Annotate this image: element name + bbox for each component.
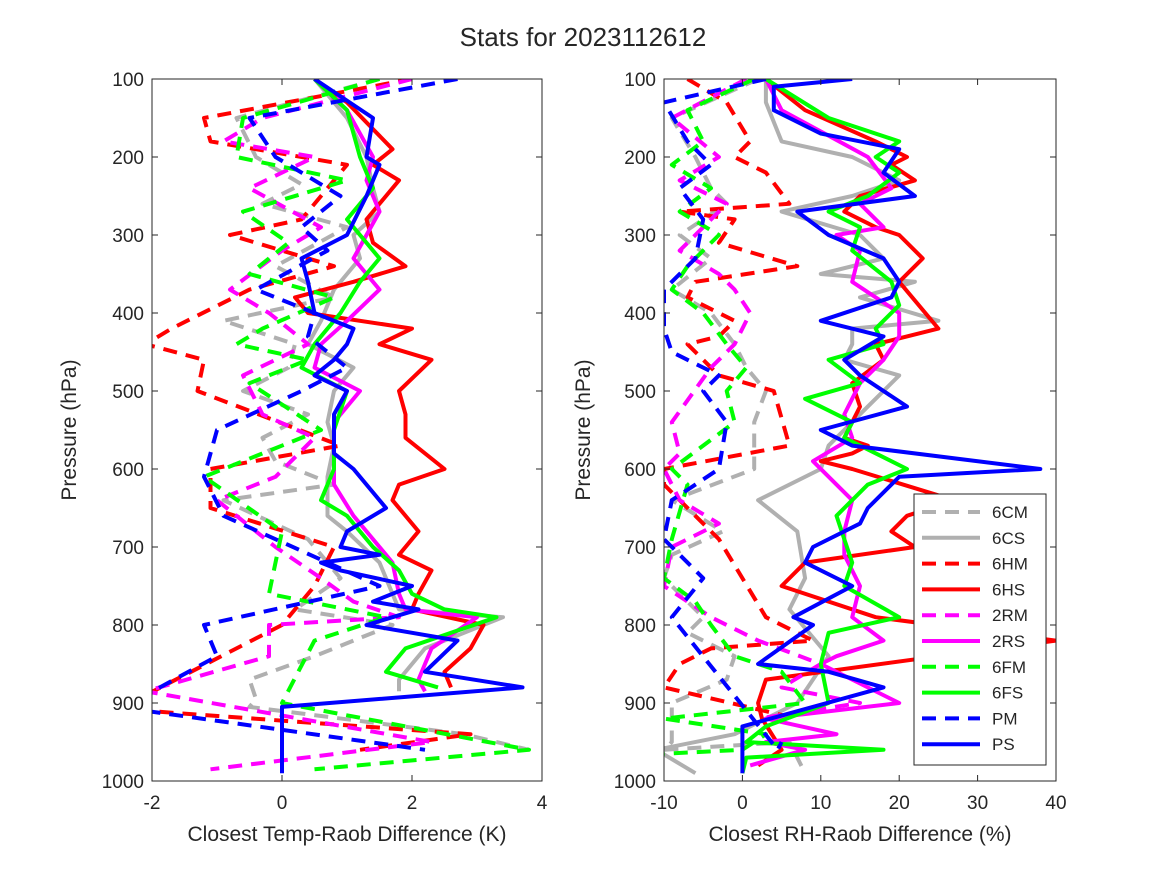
x-tick-label: 10 [810,793,831,814]
y-tick-label: 500 [112,382,144,403]
legend-label-6fs: 6FS [992,684,1023,703]
y-tick-label: 700 [112,538,144,559]
ticks-temperature: -2 0 2 4 100 200 300 400 500 600 700 800 900 1000 [102,70,548,814]
y-tick-label: 100 [112,70,144,91]
x-tick-label: 0 [737,793,748,814]
series-layer-temperature [152,79,531,774]
legend-label-ps: PS [992,735,1015,754]
y-tick-label: 200 [112,148,144,169]
y-tick-label: 500 [624,382,656,403]
y-tick-label: 900 [112,694,144,715]
x-axis-label-temperature: Closest Temp-Raob Difference (K) [187,823,506,846]
chart-temperature: -2 0 2 4 100 200 300 400 500 600 700 800 900 1000 Clo… [58,70,548,846]
x-tick-label: 40 [1045,793,1066,814]
x-tick-label: 30 [967,793,988,814]
legend-box [913,493,1047,766]
y-tick-label: 1000 [102,772,144,793]
series-line-6fm [664,79,808,756]
series-line-6fm [202,79,531,772]
series-line-ps [740,79,1043,774]
x-tick-label: -10 [650,793,677,814]
axes-box-temperature [151,78,543,782]
series-line-ps [280,79,525,774]
axes-box-relative-humidity [663,78,1057,782]
series-line-6cm [221,79,530,752]
x-tick-label: -2 [144,793,161,814]
y-tick-label: 600 [624,460,656,481]
y-tick-label: 900 [624,694,656,715]
x-tick-label: 2 [407,793,418,814]
legend-label-pm: PM [992,709,1018,728]
y-tick-label: 300 [112,226,144,247]
series-line-pm [664,79,784,752]
y-axis-label-temperature: Pressure (hPa) [58,359,81,500]
y-tick-label: 1000 [614,772,656,793]
ticks-relative-humidity: -10 0 10 20 30 40 100 200 300 400 500 600 700 800 900 1… [614,70,1067,814]
legend-label-6hm: 6HM [992,555,1028,574]
y-tick-label: 600 [112,460,144,481]
y-tick-label: 200 [624,148,656,169]
legend-label-6cs: 6CS [992,529,1025,548]
x-tick-label: 20 [889,793,910,814]
x-axis-label-relative-humidity: Closest RH-Raob Difference (%) [708,823,1011,846]
y-tick-label: 800 [112,616,144,637]
series-line-2rm [664,79,862,721]
series-line-6cs [664,79,941,775]
series-line-pm [152,79,458,752]
y-tick-label: 700 [624,538,656,559]
series-line-6hm [152,79,473,752]
legend-label-6cm: 6CM [992,503,1028,522]
legend-label-2rs: 2RS [992,632,1025,651]
chart-relative-humidity: -10 0 10 20 30 40 100 200 300 400 500 600 700 800 900 1… [572,70,1067,846]
y-tick-label: 800 [624,616,656,637]
y-tick-label: 100 [624,70,656,91]
y-tick-label: 400 [624,304,656,325]
series-line-2rm [152,79,434,772]
x-tick-label: 0 [277,793,288,814]
legend-label-6hs: 6HS [992,580,1025,599]
series-line-6hm [664,79,815,721]
legend-label-2rm: 2RM [992,606,1028,625]
y-tick-label: 300 [624,226,656,247]
y-axis-label-relative-humidity: Pressure (hPa) [572,359,595,500]
plot-area-temperature [152,79,542,781]
x-tick-label: 4 [537,793,548,814]
series-line-2rs [749,79,902,768]
y-tick-label: 400 [112,304,144,325]
legend: 6CM 6CS 6HM 6HS 2RM 2RS 6FM 6FS PM PS [913,493,1047,766]
legend-label-6fm: 6FM [992,658,1026,677]
figure-title: Stats for 2023112612 [460,22,707,52]
